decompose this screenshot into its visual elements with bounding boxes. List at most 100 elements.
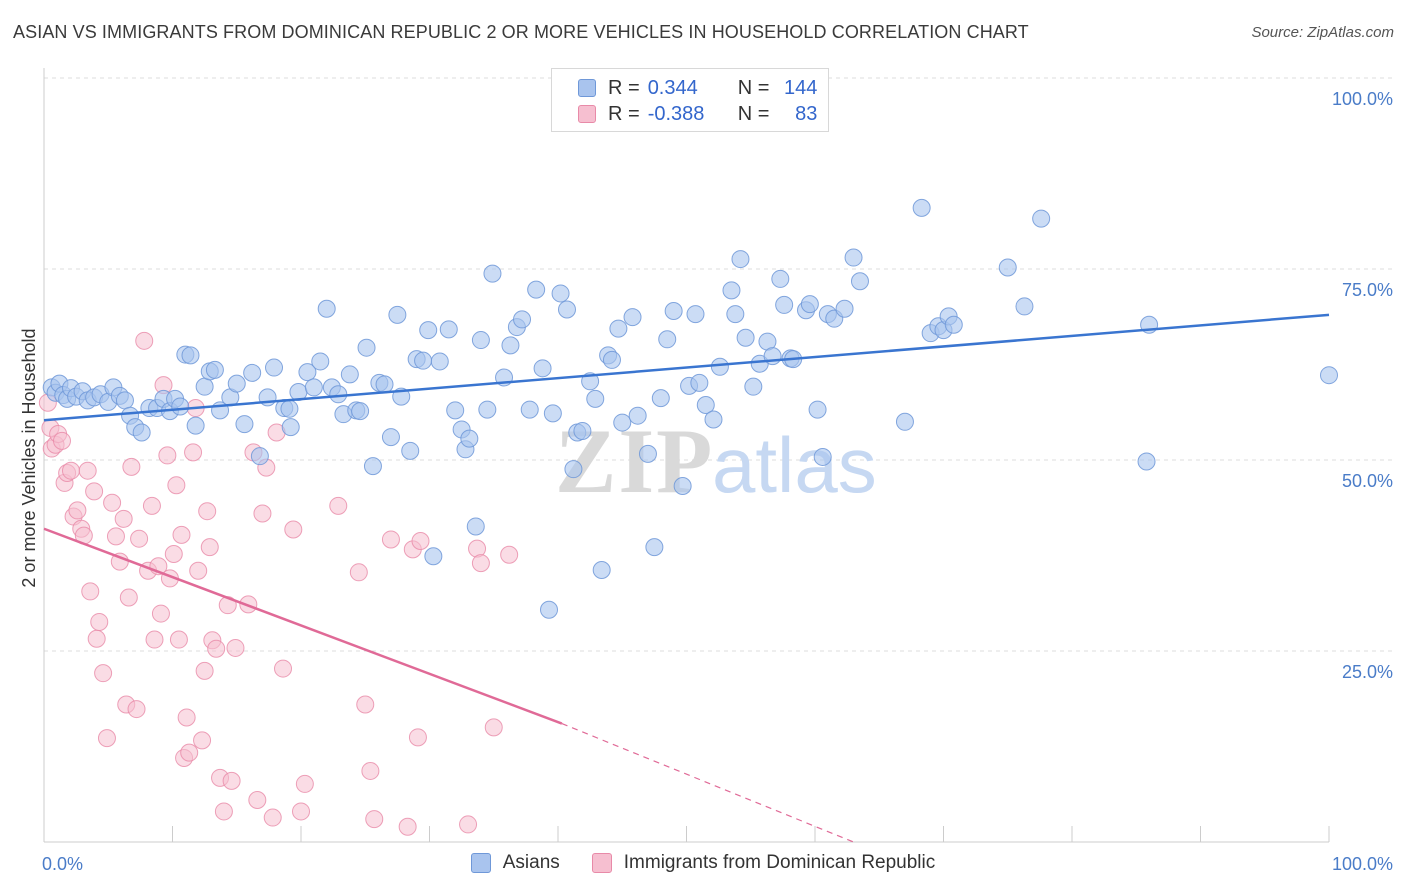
dominican-point-55 [214,802,233,821]
dominican-point-23 [114,509,133,528]
legend-r-label: R = [608,102,640,125]
dominican-point-74 [365,810,384,829]
asians-point-65 [439,320,458,339]
dominican-point-70 [329,496,348,515]
dominican-point-78 [408,728,427,747]
asians-point-140 [1137,452,1156,471]
dominican-point-64 [263,808,282,827]
asians-point-90 [592,561,611,580]
x-tick-label-0: 0.0% [42,854,83,874]
asians-point-73 [483,264,502,283]
asians-point-80 [533,359,552,378]
dominican-point-69 [295,774,314,793]
dominican-point-25 [119,588,138,607]
axes [43,68,1330,843]
asians-point-99 [651,389,670,408]
dominican-point-16 [87,629,106,648]
asians-point-79 [527,280,546,299]
dominican-point-44 [180,743,199,762]
dominican-point-80 [459,815,478,834]
asians-point-105 [690,373,709,392]
asians-point-136 [944,315,963,334]
dominican-point-36 [158,446,177,465]
dominican-point-39 [167,476,186,495]
dominican-point-38 [164,544,183,563]
asians-point-63 [424,547,443,566]
dominican-point-29 [135,331,154,350]
asians-point-40 [281,418,300,437]
asians-point-64 [430,352,449,371]
asians-point-109 [722,281,741,300]
asians-point-51 [351,402,370,421]
dominican-point-83 [484,718,503,737]
dominican-point-84 [500,545,519,564]
dominican-point-49 [195,661,214,680]
dominican-point-71 [349,563,368,582]
asians-point-62 [419,321,438,340]
dominican-point-61 [248,790,267,809]
dominican-point-76 [398,817,417,836]
asians-point-44 [311,352,330,371]
y-tick-label-0: 25.0% [1342,662,1393,682]
asians-point-33 [235,415,254,434]
asians-point-106 [696,395,715,414]
dominican-point-21 [106,527,125,546]
dominican-point-19 [97,729,116,748]
dominican-point-28 [130,529,149,548]
asians-point-43 [304,378,323,397]
legend-label-asians: Asians [502,852,560,873]
dominican-point-82 [471,554,490,573]
legend-item-dominican[interactable]: Immigrants from Dominican Republic [591,852,936,874]
asians-point-61 [414,351,433,370]
asians-point-27 [195,377,214,396]
legend-row-asians: R = 0.344 N = 144 [578,75,817,101]
asians-point-124 [813,447,832,466]
dominican-point-5 [52,431,71,450]
legend-r-value: -0.388 [647,102,705,125]
asians-point-123 [808,400,827,419]
asians-point-69 [460,429,479,448]
dominican-point-18 [94,664,113,683]
asians-point-84 [557,300,576,319]
series-asians-points [42,198,1338,619]
asians-point-35 [250,447,269,466]
dominican-point-51 [200,538,219,557]
y-tick-label-3: 100.0% [1332,89,1393,109]
asians-point-81 [540,600,559,619]
chart-source: Source: ZipAtlas.com [1251,24,1394,41]
asians-point-42 [298,363,317,382]
dominican-point-73 [361,761,380,780]
asians-point-93 [609,319,628,338]
dominican-point-8 [61,461,80,480]
dominican-point-32 [145,630,164,649]
asians-point-32 [227,374,246,393]
dominican-point-15 [85,482,104,501]
asians-point-96 [628,406,647,425]
asians-point-57 [388,305,407,324]
legend-swatch-asians [470,853,491,873]
asians-point-92 [602,350,621,369]
asians-point-112 [736,328,755,347]
y-tick-label-2: 75.0% [1342,280,1393,300]
asians-point-75 [501,336,520,355]
asians-point-29 [205,360,224,379]
legend-label-dominican: Immigrants from Dominican Republic [623,852,936,873]
dominican-point-66 [274,659,293,678]
dominican-point-43 [177,708,196,727]
dominican-point-72 [356,695,375,714]
asians-point-122 [800,295,819,314]
asians-point-37 [265,358,284,377]
legend-item-asians[interactable]: Asians [470,852,560,874]
asians-point-70 [466,517,485,536]
stats-legend: R = 0.344 N = 144 R = -0.388 N = 83 [551,68,829,132]
asians-point-113 [744,377,763,396]
asians-point-128 [844,248,863,267]
dominican-point-14 [81,582,100,601]
asians-point-23 [171,397,190,416]
asians-point-77 [513,310,532,329]
y-tick-label-1: 50.0% [1342,471,1393,491]
asians-point-101 [664,302,683,321]
asians-point-108 [710,357,729,376]
legend-swatch-dominican [578,105,596,123]
chart-title: ASIAN VS IMMIGRANTS FROM DOMINICAN REPUB… [13,22,1029,42]
